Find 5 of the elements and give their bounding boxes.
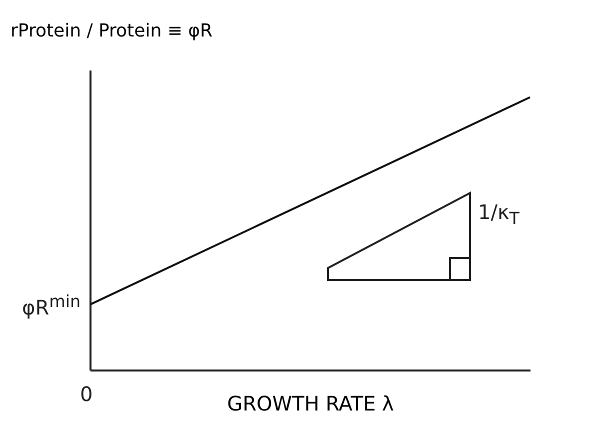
annotation: φR$^{min}$ bbox=[22, 292, 81, 320]
annotation: 1/κ$_{T}$ bbox=[478, 200, 520, 228]
y-axis-title: rProtein / Protein ≡ φR bbox=[10, 20, 213, 42]
text: 0 bbox=[80, 382, 93, 406]
x-axis-title: GROWTH RATE λ bbox=[227, 392, 394, 416]
